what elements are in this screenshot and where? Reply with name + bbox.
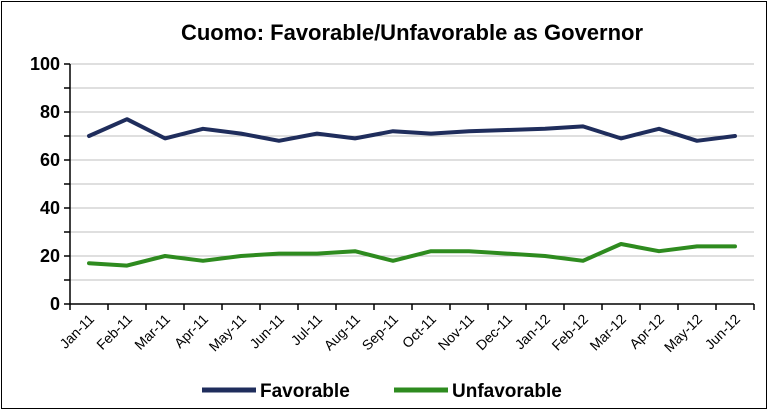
x-tick-label: Jan-12 [512, 311, 554, 353]
gridlines [70, 63, 754, 281]
x-tick-label: Mar-12 [586, 311, 629, 354]
y-tick-label: 60 [40, 150, 60, 170]
x-tick-label: Aug-11 [321, 311, 364, 354]
y-tick-labels: 0 20 40 60 80 100 [30, 54, 60, 314]
x-tick-label: Jan-11 [56, 311, 97, 352]
x-tick-label: Feb-12 [548, 311, 591, 354]
x-tick-label: May-12 [661, 311, 705, 355]
series-line-favorable [87, 117, 737, 143]
y-tick-label: 0 [50, 294, 60, 314]
x-tick-label: Mar-11 [131, 311, 173, 353]
x-tick-label: Nov-11 [435, 311, 478, 354]
legend-label-favorable: Favorable [260, 381, 350, 402]
legend-label-unfavorable: Unfavorable [452, 381, 562, 402]
y-tick-label: 40 [40, 198, 60, 218]
series-lines [87, 117, 737, 268]
x-tick-label: Sep-11 [359, 311, 402, 354]
series-line-unfavorable [87, 242, 737, 268]
y-tick-label: 20 [40, 246, 60, 266]
y-tick-label: 80 [40, 102, 60, 122]
x-tick-label: May-11 [206, 311, 250, 355]
axes [64, 63, 755, 310]
x-tick-label: Dec-11 [473, 311, 516, 354]
legend: Favorable Unfavorable [202, 381, 562, 402]
x-tick-label: Feb-11 [93, 311, 135, 353]
y-tick-label: 100 [30, 54, 60, 74]
chart-title: Cuomo: Favorable/Unfavorable as Governor [181, 20, 644, 45]
x-tick-label: Jul-11 [288, 311, 326, 349]
x-tick-label: Apr-11 [171, 311, 211, 351]
x-tick-label: Apr-12 [626, 311, 667, 352]
x-tick-label: Jun-11 [246, 311, 287, 352]
x-tick-label: Oct-11 [399, 311, 439, 351]
x-tick-label: Jun-12 [702, 311, 744, 353]
